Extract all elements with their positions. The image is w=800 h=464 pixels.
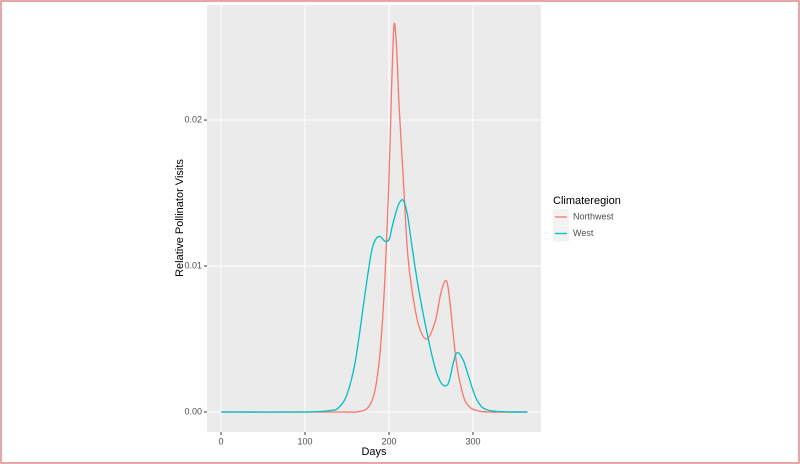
y-axis-title: Relative Pollinator Visits bbox=[174, 159, 186, 277]
legend-label: West bbox=[573, 228, 594, 238]
x-tick-label: 300 bbox=[465, 436, 480, 446]
y-tick-label: 0.02 bbox=[184, 114, 202, 124]
x-tick-label: 0 bbox=[219, 436, 224, 446]
x-tick-label: 200 bbox=[381, 436, 396, 446]
legend-title: Climateregion bbox=[553, 195, 621, 207]
x-axis-title: Days bbox=[361, 446, 387, 458]
legend-label: Northwest bbox=[573, 211, 614, 221]
panel bbox=[207, 5, 541, 432]
y-tick-label: 0.00 bbox=[184, 406, 202, 416]
density-line bbox=[221, 199, 528, 413]
density-line bbox=[221, 22, 528, 413]
x-tick-label: 100 bbox=[297, 436, 312, 446]
y-tick-label: 0.01 bbox=[184, 260, 202, 270]
